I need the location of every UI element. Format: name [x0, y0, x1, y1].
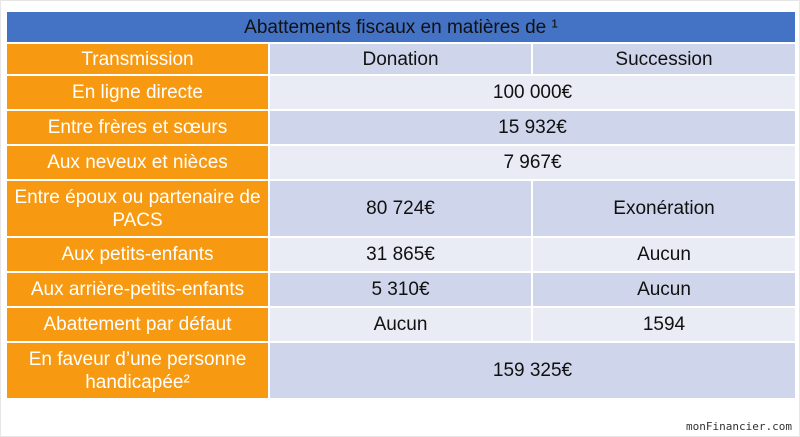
table-row: Entre frères et sœurs 15 932€ — [5, 109, 797, 146]
row-donation-value: Aucun — [268, 306, 533, 343]
row-label: En faveur d’une personne handicapée² — [5, 341, 270, 400]
row-label: Abattement par défaut — [5, 306, 270, 343]
row-shared-value: 159 325€ — [268, 341, 797, 400]
row-label: Aux neveux et nièces — [5, 144, 270, 181]
row-donation-value: 31 865€ — [268, 236, 533, 273]
row-shared-value: 100 000€ — [268, 74, 797, 111]
table-row: En ligne directe 100 000€ — [5, 74, 797, 111]
header-transmission: Transmission — [5, 42, 270, 76]
row-shared-value: 7 967€ — [268, 144, 797, 181]
row-succession-value: Exonération — [531, 179, 797, 238]
row-label: Entre frères et sœurs — [5, 109, 270, 146]
table-title-row: Abattements fiscaux en matières de ¹ — [5, 10, 797, 44]
table-row: Aux arrière-petits-enfants 5 310€ Aucun — [5, 271, 797, 308]
table-row: Aux neveux et nièces 7 967€ — [5, 144, 797, 181]
row-succession-value: Aucun — [531, 236, 797, 273]
header-succession: Succession — [531, 42, 797, 76]
table-header-row: Transmission Donation Succession — [5, 42, 797, 76]
row-label: En ligne directe — [5, 74, 270, 111]
tax-allowance-table: Abattements fiscaux en matières de ¹ Tra… — [5, 10, 797, 400]
row-donation-value: 5 310€ — [268, 271, 533, 308]
table-title: Abattements fiscaux en matières de ¹ — [5, 10, 797, 44]
row-succession-value: Aucun — [531, 271, 797, 308]
table-row: Entre époux ou partenaire de PACS 80 724… — [5, 179, 797, 238]
row-label: Aux arrière-petits-enfants — [5, 271, 270, 308]
row-donation-value: 80 724€ — [268, 179, 533, 238]
site-watermark: monFinancier.com — [686, 420, 792, 433]
row-succession-value: 1594 — [531, 306, 797, 343]
table-row: Aux petits-enfants 31 865€ Aucun — [5, 236, 797, 273]
row-shared-value: 15 932€ — [268, 109, 797, 146]
table-row: En faveur d’une personne handicapée² 159… — [5, 341, 797, 400]
table-row: Abattement par défaut Aucun 1594 — [5, 306, 797, 343]
header-donation: Donation — [268, 42, 533, 76]
row-label: Aux petits-enfants — [5, 236, 270, 273]
row-label: Entre époux ou partenaire de PACS — [5, 179, 270, 238]
